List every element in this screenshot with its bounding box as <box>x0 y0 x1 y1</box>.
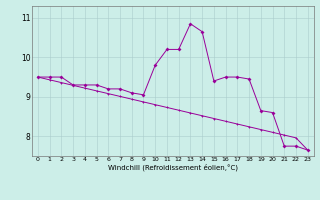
X-axis label: Windchill (Refroidissement éolien,°C): Windchill (Refroidissement éolien,°C) <box>108 164 238 171</box>
